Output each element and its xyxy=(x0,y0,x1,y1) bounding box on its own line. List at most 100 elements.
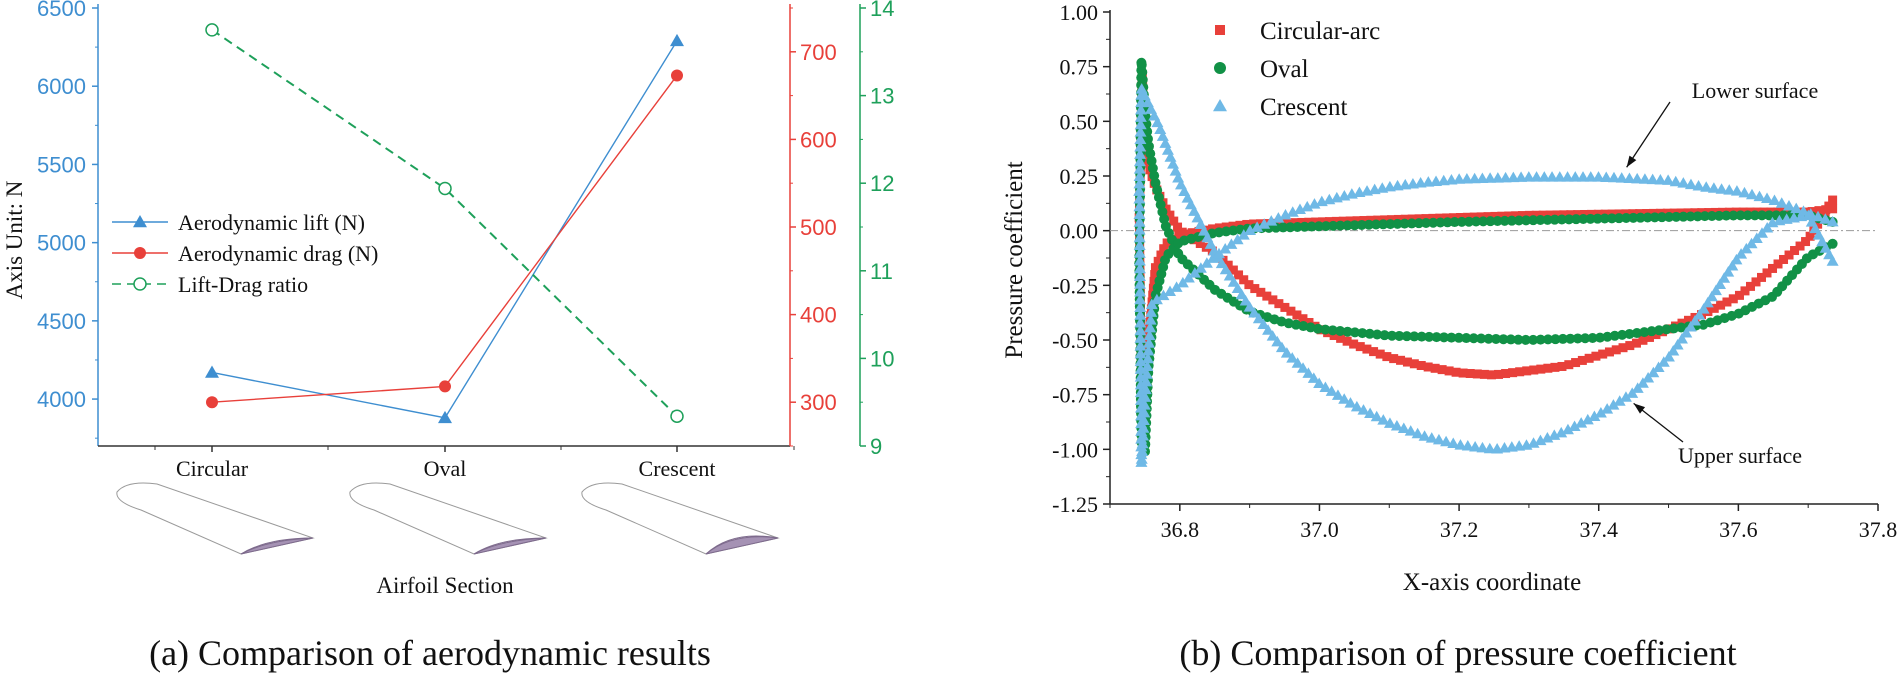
b-oval-upper-point xyxy=(1587,333,1598,344)
b-oval-lower-point xyxy=(1378,219,1389,230)
b-circular-arc-upper-point xyxy=(1734,290,1744,300)
b-crescent-upper-point xyxy=(1243,301,1256,312)
b-circular-arc-lower-point xyxy=(1559,210,1569,220)
b-oval-lower-point xyxy=(1485,216,1496,227)
b-crescent-lower-point xyxy=(1133,262,1146,274)
b-annotation-0: Lower surface xyxy=(1692,78,1818,103)
b-oval-lower-point xyxy=(1764,210,1775,221)
b-crescent-lower-point xyxy=(1134,324,1147,336)
a-ratio-marker xyxy=(670,409,684,423)
b-oval-upper-point xyxy=(1372,329,1383,340)
b-crescent-upper-point xyxy=(1411,427,1424,439)
b-circular-arc-lower-point xyxy=(1304,217,1314,227)
b-crescent-upper-point xyxy=(1726,259,1739,271)
b-crescent-lower-point xyxy=(1176,276,1189,288)
b-oval-upper-point xyxy=(1136,59,1147,70)
b-oval-upper-point xyxy=(1498,334,1509,345)
b-oval-upper-point xyxy=(1468,333,1479,344)
b-crescent-upper-point xyxy=(1227,276,1240,287)
b-oval-lower-point xyxy=(1735,210,1746,221)
b-circular-arc-upper-point xyxy=(1329,331,1339,341)
b-oval-lower-point xyxy=(1621,212,1632,223)
b-circular-arc-upper-point xyxy=(1268,295,1278,305)
b-oval-lower-point xyxy=(1449,217,1460,228)
b-annotation-arrow-line-0 xyxy=(1626,101,1671,168)
b-crescent-upper-point xyxy=(1581,413,1594,425)
b-circular-arc-upper-point xyxy=(1256,287,1266,297)
b-x-tick-label: 37.6 xyxy=(1719,517,1758,542)
b-annotation-arrowhead-0 xyxy=(1626,155,1637,168)
b-crescent-lower-point xyxy=(1188,267,1201,278)
b-oval-lower-point xyxy=(1492,216,1503,227)
b-circular-arc-upper-point xyxy=(1501,369,1511,379)
b-circular-arc-lower-point xyxy=(1318,217,1328,227)
b-oval-lower-point xyxy=(1413,218,1424,229)
b-oval-lower-point xyxy=(1349,220,1360,231)
b-oval-lower-point xyxy=(1706,210,1717,221)
b-circular-arc-upper-point xyxy=(1550,362,1560,372)
b-oval-lower-point xyxy=(1528,215,1539,226)
b-oval-lower-point xyxy=(1399,218,1410,229)
b-crescent-lower-point xyxy=(1134,293,1147,305)
b-crescent-lower-point xyxy=(1286,206,1299,217)
b-oval-lower-point xyxy=(1699,211,1710,222)
b-circular-arc-upper-point xyxy=(1751,277,1761,287)
b-circular-arc-upper-point xyxy=(1557,361,1567,371)
b-crescent-lower-point xyxy=(1723,184,1736,195)
b-circular-arc-lower-point xyxy=(1159,244,1169,254)
b-x-tick-label: 37.0 xyxy=(1300,517,1339,542)
b-oval-upper-point xyxy=(1827,238,1838,249)
b-crescent-lower-point xyxy=(1133,200,1146,212)
b-circular-arc-lower-point xyxy=(1828,204,1838,214)
b-oval-upper-point xyxy=(1535,334,1546,345)
a-left-tick-label: 5000 xyxy=(37,231,86,256)
b-crescent-lower-point xyxy=(1600,171,1613,182)
b-crescent-upper-point xyxy=(1134,126,1147,137)
b-oval-upper-point xyxy=(1416,331,1427,342)
b-oval-lower-point xyxy=(1685,211,1696,222)
airfoil-section-oval-icon xyxy=(349,482,548,555)
b-crescent-upper-point xyxy=(1555,426,1568,438)
a-lift-marker xyxy=(205,365,219,378)
a-caption: (a) Comparison of aerodynamic results xyxy=(149,633,711,673)
b-circular-arc-upper-point xyxy=(1805,231,1815,241)
b-crescent-lower-point xyxy=(1137,414,1150,426)
a-ratio-tick-label: 10 xyxy=(870,346,894,371)
b-circular-arc-upper-point xyxy=(1543,363,1553,373)
b-crescent-lower-point xyxy=(1237,229,1250,240)
b-crescent-lower-point xyxy=(1491,172,1504,183)
b-circular-arc-upper-point xyxy=(1250,284,1260,294)
b-crescent-upper-point xyxy=(1588,410,1601,422)
b-crescent-lower-point xyxy=(1133,239,1146,251)
b-circular-arc-upper-point xyxy=(1228,265,1238,275)
b-crescent-lower-point xyxy=(1213,247,1226,259)
a-drag-tick-label: 700 xyxy=(800,40,837,65)
b-crescent-lower-point xyxy=(1623,172,1636,184)
b-crescent-lower-point xyxy=(1138,406,1151,418)
b-oval-upper-point xyxy=(1557,333,1568,344)
b-crescent-lower-point xyxy=(1141,360,1154,371)
b-circular-arc-upper-point xyxy=(1458,368,1468,378)
b-oval-upper-point xyxy=(1661,324,1672,335)
b-circular-arc-lower-point xyxy=(1150,270,1160,280)
a-legend-marker-ratio xyxy=(133,277,147,291)
b-crescent-lower-point xyxy=(1258,218,1271,229)
airfoil-camber-line xyxy=(473,537,547,555)
b-crescent-upper-point xyxy=(1657,356,1670,367)
b-circular-arc-upper-point xyxy=(1355,342,1365,352)
b-oval-lower-point xyxy=(1606,213,1617,224)
b-crescent-upper-point xyxy=(1561,423,1574,435)
b-crescent-lower-point xyxy=(1561,171,1574,182)
b-circular-arc-upper-point xyxy=(1173,222,1183,232)
b-oval-upper-point xyxy=(1342,326,1353,337)
b-oval-upper-point xyxy=(1543,334,1554,345)
a-drag-marker xyxy=(206,396,218,409)
b-circular-arc-upper-point xyxy=(1757,272,1767,282)
b-crescent-lower-point xyxy=(1133,193,1146,204)
b-oval-upper-point xyxy=(1446,332,1457,343)
b-crescent-lower-point xyxy=(1140,375,1153,387)
b-crescent-lower-point xyxy=(1745,188,1758,200)
b-circular-arc-upper-point xyxy=(1437,365,1447,375)
b-crescent-upper-point xyxy=(1671,338,1684,350)
b-crescent-lower-point xyxy=(1797,205,1810,216)
